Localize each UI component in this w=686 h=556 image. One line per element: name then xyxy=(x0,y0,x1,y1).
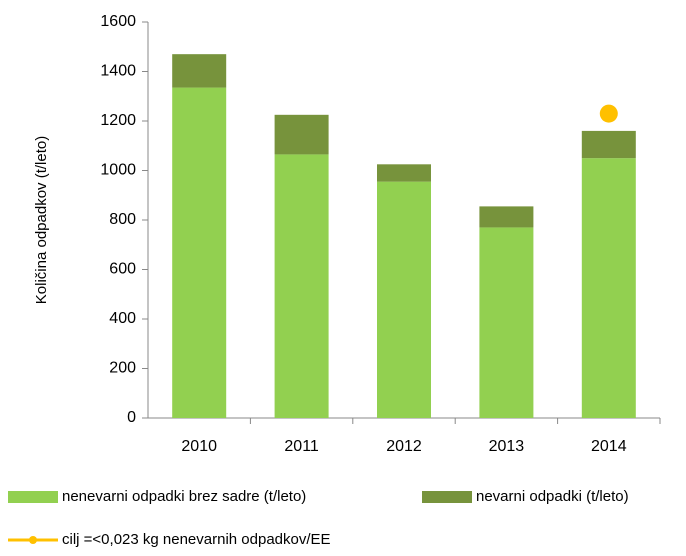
bar xyxy=(274,154,329,418)
y-tick-label: 1000 xyxy=(100,162,136,179)
legend-swatch xyxy=(422,491,472,503)
bar xyxy=(377,181,431,418)
x-tick-label: 2011 xyxy=(284,438,319,455)
y-tick-label: 200 xyxy=(109,360,136,377)
y-tick-label: 0 xyxy=(127,409,136,426)
target-point xyxy=(599,104,618,123)
y-tick-label: 1200 xyxy=(100,112,136,129)
bar xyxy=(581,158,636,418)
legend-marker xyxy=(29,536,37,544)
bar xyxy=(581,130,636,159)
y-tick-label: 600 xyxy=(109,261,136,278)
y-tick-label: 1600 xyxy=(100,13,136,30)
bar xyxy=(479,227,534,418)
y-tick-label: 1400 xyxy=(100,63,136,80)
legend-label: nevarni odpadki (t/leto) xyxy=(476,488,629,505)
y-tick-label: 800 xyxy=(109,211,136,228)
x-tick-label: 2010 xyxy=(181,438,217,455)
bar xyxy=(172,54,227,88)
legend-label: cilj =<0,023 kg nenevarnih odpadkov/EE xyxy=(62,531,331,548)
legend-swatch xyxy=(8,491,58,503)
bar xyxy=(479,206,534,228)
y-axis-label: Količina odpadkov (t/leto) xyxy=(33,136,50,304)
bar xyxy=(172,87,227,419)
x-tick-label: 2014 xyxy=(591,438,627,455)
y-tick-label: 400 xyxy=(109,310,136,327)
legend: nenevarni odpadki brez sadre (t/leto) nev… xyxy=(8,488,629,548)
bar xyxy=(377,164,431,182)
bar xyxy=(274,114,329,155)
x-tick-label: 2013 xyxy=(489,438,525,455)
x-tick-label: 2012 xyxy=(386,438,422,455)
legend-label: nenevarni odpadki brez sadre (t/leto) xyxy=(62,488,306,505)
